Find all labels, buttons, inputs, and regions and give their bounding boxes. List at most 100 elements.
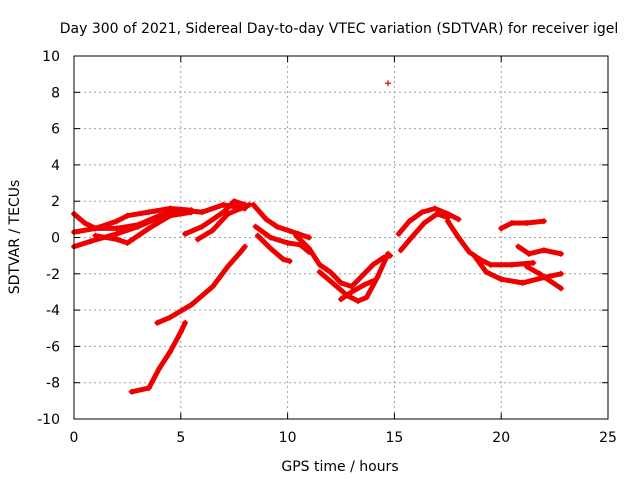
data-point bbox=[515, 243, 522, 250]
series-track-5 bbox=[182, 198, 248, 237]
series-trace bbox=[154, 244, 248, 326]
data-point bbox=[92, 232, 99, 239]
data-point bbox=[182, 230, 189, 237]
data-point bbox=[188, 209, 195, 216]
data-point bbox=[359, 272, 366, 279]
data-point bbox=[508, 219, 515, 226]
data-point bbox=[361, 281, 368, 288]
data-point bbox=[273, 223, 280, 230]
x-tick-label: 15 bbox=[385, 430, 403, 446]
data-point bbox=[558, 270, 565, 277]
data-point bbox=[128, 388, 135, 395]
data-point bbox=[483, 268, 490, 275]
data-point bbox=[419, 209, 426, 216]
data-point bbox=[293, 232, 300, 239]
series-track-15 bbox=[395, 205, 462, 237]
data-point bbox=[316, 261, 323, 268]
series-outlier bbox=[384, 80, 391, 87]
data-point bbox=[523, 263, 530, 270]
data-point bbox=[220, 209, 227, 216]
data-point bbox=[231, 198, 238, 205]
series-track-6 bbox=[194, 201, 253, 243]
data-point bbox=[395, 230, 402, 237]
data-point bbox=[124, 239, 131, 246]
data-point bbox=[434, 210, 441, 217]
data-point bbox=[267, 234, 274, 241]
data-point bbox=[199, 209, 206, 216]
data-point bbox=[88, 238, 95, 245]
data-point bbox=[421, 219, 428, 226]
x-tick-label: 5 bbox=[176, 430, 185, 446]
x-tick-labels: 0 5 10 15 20 25 bbox=[70, 430, 617, 446]
data-point bbox=[331, 281, 338, 288]
data-point bbox=[540, 218, 547, 225]
y-tick-label: 8 bbox=[51, 85, 60, 101]
data-point bbox=[487, 261, 494, 268]
series-trace bbox=[445, 218, 536, 268]
data-point bbox=[316, 268, 323, 275]
data-point bbox=[472, 254, 479, 261]
data-point bbox=[355, 298, 362, 305]
data-point bbox=[92, 225, 99, 232]
data-point bbox=[455, 234, 462, 241]
data-point bbox=[374, 274, 381, 281]
data-point bbox=[284, 239, 291, 246]
series-track-3 bbox=[71, 209, 184, 250]
data-point bbox=[167, 348, 174, 355]
series-trace bbox=[524, 264, 564, 291]
data-point bbox=[145, 385, 152, 392]
data-point bbox=[384, 80, 391, 87]
series-track-19 bbox=[498, 218, 547, 232]
data-point bbox=[182, 319, 189, 326]
y-tick-label: -4 bbox=[46, 303, 60, 319]
data-point bbox=[498, 225, 505, 232]
data-point bbox=[370, 261, 377, 268]
data-point bbox=[263, 216, 270, 223]
data-point bbox=[250, 201, 257, 208]
series-track-14 bbox=[338, 278, 377, 303]
data-point bbox=[154, 319, 161, 326]
plot-frame bbox=[73, 55, 609, 420]
data-point bbox=[558, 250, 565, 257]
data-point bbox=[444, 218, 451, 225]
data-point bbox=[254, 232, 261, 239]
data-point bbox=[224, 263, 231, 270]
series-track-20 bbox=[515, 243, 565, 257]
data-point bbox=[348, 283, 355, 290]
series-trace bbox=[498, 218, 547, 231]
data-point bbox=[167, 205, 174, 212]
data-point bbox=[145, 225, 152, 232]
grid-lines bbox=[74, 56, 608, 419]
data-point bbox=[135, 223, 142, 230]
series-trace bbox=[293, 233, 393, 289]
y-tick-label: -6 bbox=[46, 339, 60, 355]
data-point bbox=[327, 268, 334, 275]
series-track-4 bbox=[92, 209, 195, 246]
data-point bbox=[188, 301, 195, 308]
series-track-17 bbox=[444, 218, 537, 268]
data-point bbox=[280, 256, 287, 263]
y-tick-label: -10 bbox=[37, 412, 60, 428]
data-point bbox=[466, 249, 473, 256]
data-point bbox=[305, 234, 312, 241]
data-point bbox=[209, 227, 216, 234]
data-point bbox=[455, 216, 462, 223]
data-point bbox=[523, 219, 530, 226]
data-point bbox=[338, 279, 344, 286]
data-point bbox=[209, 283, 216, 290]
y-tick-label: 2 bbox=[51, 194, 60, 210]
series-track-7 bbox=[128, 319, 189, 395]
data-point bbox=[498, 276, 505, 283]
data-series bbox=[71, 80, 565, 395]
data-point bbox=[156, 365, 163, 372]
data-point bbox=[363, 294, 370, 301]
y-axis-label: SDTVAR / TECUs bbox=[7, 180, 23, 295]
y-tick-label: -2 bbox=[46, 267, 60, 283]
series-track-9 bbox=[250, 201, 312, 241]
data-point bbox=[558, 285, 565, 292]
data-point bbox=[348, 288, 355, 295]
data-point bbox=[540, 247, 547, 254]
chart-title: Day 300 of 2021, Sidereal Day-to-day VTE… bbox=[60, 21, 619, 37]
data-point bbox=[267, 245, 274, 252]
data-point bbox=[536, 270, 543, 277]
